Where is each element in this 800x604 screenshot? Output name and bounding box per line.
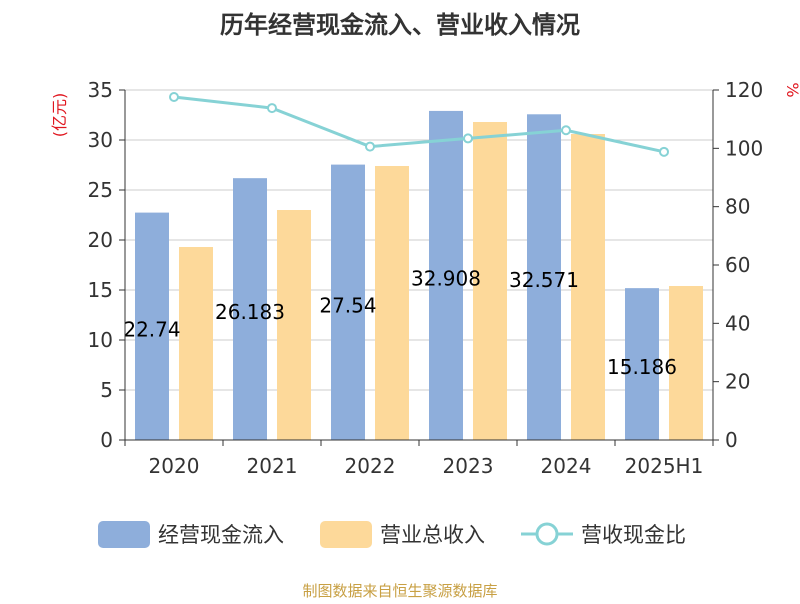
x-tick-label: 2023 — [443, 454, 494, 478]
legend-swatch — [98, 521, 150, 548]
y-left-tick-label: 30 — [88, 128, 113, 152]
grid-lines — [125, 89, 713, 391]
y-left-tick-label: 0 — [100, 428, 113, 452]
bar-value-label: 15.186 — [607, 355, 677, 379]
legend: 经营现金流入 营业总收入 营收现金比 — [98, 521, 686, 548]
ratio-point — [169, 92, 179, 102]
ratio-point — [463, 133, 473, 144]
legend-swatch — [320, 521, 372, 548]
bar-value-label: 22.74 — [123, 317, 180, 341]
ratio-line — [169, 92, 669, 157]
legend-label: 经营现金流入 — [158, 523, 284, 547]
x-tick-label: 2021 — [247, 454, 298, 478]
y-left-tick-label: 5 — [100, 378, 113, 402]
bar-revenue — [375, 166, 409, 440]
x-tick-label: 2020 — [149, 454, 200, 478]
y-right-tick-label: 80 — [725, 195, 750, 219]
bar-cash-inflow — [135, 212, 169, 440]
legend-label: 营收现金比 — [581, 523, 686, 547]
bar-value-label: 32.908 — [411, 266, 481, 290]
x-tick-label: 2025H1 — [625, 454, 704, 478]
x-tick-label: 2024 — [541, 454, 592, 478]
axes: 0 5 10 15 20 25 30 35 0 20 40 60 80 100 120 2020 2021 202… — [88, 78, 764, 478]
ratio-point — [561, 125, 571, 136]
y-left-tick-label: 15 — [88, 278, 113, 302]
bar-value-label: 26.183 — [215, 300, 285, 324]
y-left-tick-label: 10 — [88, 328, 113, 352]
ratio-point — [267, 103, 277, 114]
bar-cash-inflow — [331, 164, 365, 440]
bar-value-label: 32.571 — [509, 268, 579, 292]
y-right-tick-label: 20 — [725, 370, 750, 394]
bar-cash-inflow — [429, 110, 463, 441]
bar-revenue — [473, 122, 507, 440]
legend-marker — [535, 522, 559, 546]
ratio-point — [365, 141, 375, 152]
bars — [135, 110, 703, 441]
bar-revenue — [179, 247, 213, 440]
y-right-tick-label: 40 — [725, 311, 750, 335]
y-left-tick-label: 35 — [88, 78, 113, 102]
y-left-tick-label: 25 — [88, 178, 113, 202]
ratio-point — [659, 146, 669, 157]
y-right-tick-label: 120 — [725, 78, 763, 102]
data-labels: 22.74 26.183 27.54 32.908 32.571 15.186 — [123, 266, 677, 379]
ratio-line-path — [173, 95, 665, 154]
y-right-tick-label: 100 — [725, 136, 763, 160]
bar-cash-inflow — [527, 114, 561, 440]
bar-cash-inflow — [625, 288, 659, 440]
legend-label: 营业总收入 — [380, 523, 485, 547]
bar-revenue — [571, 134, 605, 440]
y-left-tick-label: 20 — [88, 228, 113, 252]
bar-revenue — [277, 210, 311, 440]
bar-cash-inflow — [233, 178, 267, 441]
y-right-tick-label: 60 — [725, 253, 750, 277]
y-right-axis-label: % — [783, 82, 800, 97]
bar-revenue — [669, 286, 703, 440]
y-left-axis-label: (亿元) — [50, 93, 69, 138]
chart-title: 历年经营现金流入、营业收入情况 — [220, 11, 580, 39]
y-right-tick-label: 0 — [725, 428, 738, 452]
x-tick-label: 2022 — [345, 454, 396, 478]
data-source-note: 制图数据来自恒生聚源数据库 — [302, 582, 497, 600]
bar-value-label: 27.54 — [319, 293, 376, 317]
